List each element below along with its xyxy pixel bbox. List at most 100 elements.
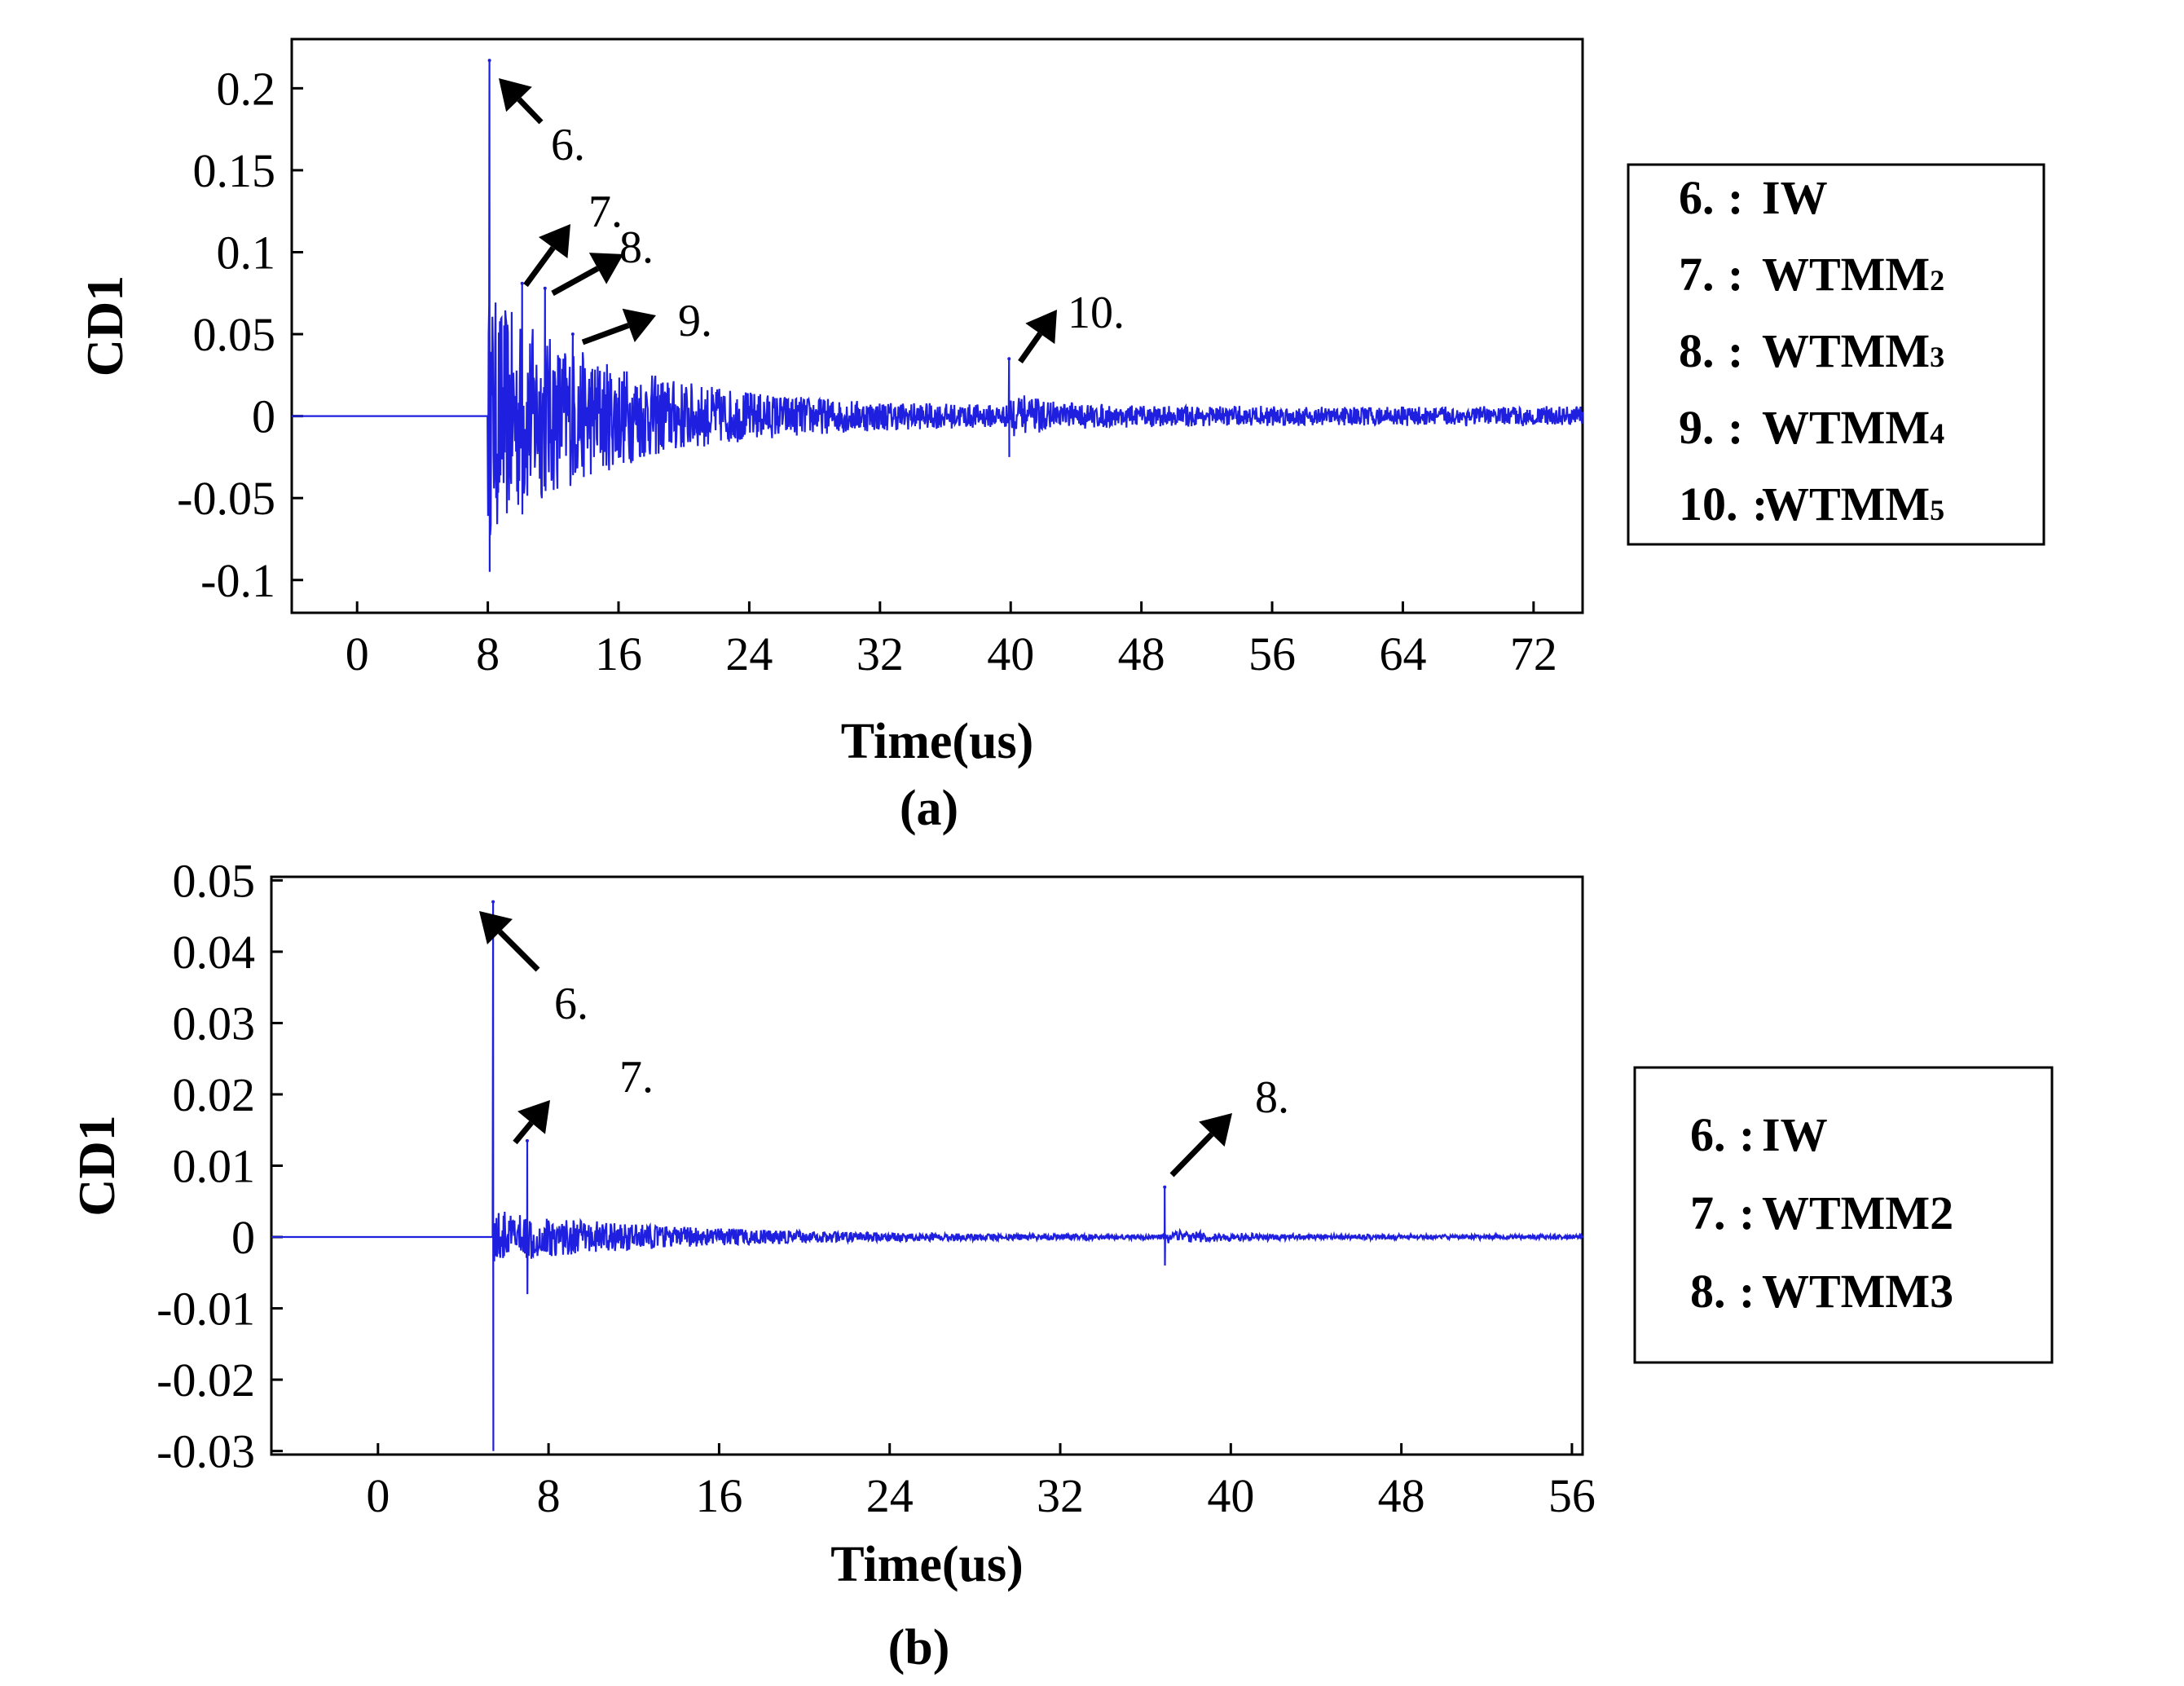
- x-tick-label: 32: [856, 627, 904, 680]
- x-tick-label: 72: [1510, 627, 1557, 680]
- legend-key: 7.: [1690, 1186, 1726, 1239]
- legend-text-main: WTMM: [1762, 401, 1930, 454]
- annotation-arrow-shaft: [551, 266, 600, 297]
- peak-annotation-label: 8.: [619, 222, 654, 273]
- annotation-arrow-head: [538, 224, 570, 259]
- legend-text-main: IW: [1762, 171, 1828, 224]
- x-tick-label: 56: [1248, 627, 1296, 680]
- chart-panel-b: -0.03 -0.02 -0.01 0 0.01 0.02 0.03 0.04 0.05 0 8 16…: [68, 854, 2054, 1675]
- peak-point: [491, 900, 495, 904]
- annotation-arrow-shaft: [497, 929, 540, 972]
- legend-text: WTMM5: [1762, 478, 1944, 530]
- x-tick-label: 0: [366, 1469, 390, 1522]
- x-tick-label: 8: [537, 1469, 561, 1522]
- x-tick-label: 48: [1118, 627, 1165, 680]
- y-tick-label: 0: [252, 390, 275, 443]
- legend-key: 8.: [1690, 1265, 1726, 1318]
- x-tick-label: 16: [695, 1469, 742, 1522]
- legend-text-main: IW: [1762, 1108, 1828, 1161]
- peak-annotation-label: 6.: [554, 979, 588, 1029]
- signal-trace-line: [292, 60, 1584, 572]
- y-tick-label: 0.1: [217, 226, 276, 279]
- peak-annotation-label: 9.: [678, 296, 712, 346]
- y-axis-label: CD1: [68, 1115, 125, 1216]
- x-tick-label: 56: [1548, 1469, 1596, 1522]
- annotation-arrow-shaft: [513, 1120, 534, 1145]
- legend-key: 6.: [1679, 171, 1715, 224]
- panel-caption: (b): [888, 1620, 950, 1675]
- annotation-arrow-shaft: [517, 97, 544, 125]
- y-tick-label: -0.03: [156, 1425, 255, 1478]
- legend-colon: :: [1728, 401, 1743, 454]
- x-tick-label: 0: [346, 627, 369, 680]
- legend-text-main: WTMM: [1762, 248, 1930, 301]
- peak-point: [520, 281, 524, 285]
- x-tick-label: 64: [1379, 627, 1426, 680]
- legend-text: IW: [1762, 171, 1828, 224]
- legend-colon: :: [1728, 171, 1743, 224]
- annotation-arrow-shaft: [1018, 332, 1043, 364]
- legend-key: 9.: [1679, 401, 1715, 454]
- annotation-arrow-head: [622, 308, 656, 343]
- peak-annotation-label: 8.: [1255, 1072, 1289, 1123]
- legend-box: [1633, 1066, 2054, 1364]
- legend-text: WTMM3: [1762, 324, 1944, 377]
- peak-point: [525, 1138, 529, 1142]
- x-axis-label: Time(us): [841, 714, 1034, 769]
- legend-key: 6.: [1690, 1108, 1726, 1161]
- peak-point: [543, 286, 547, 290]
- legend-text: WTMM2: [1762, 1186, 1953, 1239]
- legend-text: IW: [1762, 1108, 1828, 1161]
- signal-trace-line: [271, 901, 1584, 1451]
- annotation-arrow-shaft: [581, 323, 630, 346]
- legend-key: 8.: [1679, 324, 1715, 377]
- annotation-arrow-shaft: [523, 245, 556, 288]
- y-axis-label: CD1: [76, 275, 134, 376]
- legend-text-subscript: 4: [1930, 417, 1944, 450]
- x-tick-label: 16: [595, 627, 642, 680]
- legend-text-main: WTMM2: [1762, 1186, 1953, 1239]
- peak-annotation-label: 7.: [619, 1052, 654, 1103]
- y-tick-label: -0.02: [156, 1354, 255, 1406]
- y-tick-label: 0.02: [173, 1068, 256, 1121]
- panel-caption: (a): [900, 781, 958, 836]
- legend-text-subscript: 2: [1930, 264, 1944, 297]
- legend-colon: :: [1739, 1108, 1755, 1161]
- legend-text-main: WTMM: [1762, 324, 1930, 377]
- annotation-arrow-head: [479, 911, 513, 945]
- legend-text: WTMM2: [1762, 248, 1944, 301]
- y-tick-label: 0.01: [173, 1140, 256, 1193]
- legend-colon: :: [1739, 1265, 1755, 1318]
- annotation-arrow-head: [517, 1100, 550, 1134]
- x-tick-label: 24: [725, 627, 773, 680]
- legend-text: WTMM3: [1762, 1265, 1953, 1318]
- peak-annotation-label: 10.: [1068, 288, 1125, 338]
- legend-key: 10.: [1679, 478, 1738, 530]
- legend-text-main: WTMM: [1762, 478, 1930, 530]
- peak-annotation-label: 6.: [551, 120, 585, 170]
- annotation-arrow-head: [588, 253, 623, 284]
- peak-point: [1163, 1185, 1167, 1189]
- plot-area-frame: [270, 875, 1584, 1456]
- y-tick-label: 0.05: [173, 854, 256, 907]
- x-tick-label: 24: [866, 1469, 914, 1522]
- legend-colon: :: [1752, 478, 1768, 530]
- x-tick-label: 48: [1378, 1469, 1425, 1522]
- y-tick-label: 0.15: [193, 144, 276, 197]
- legend-colon: :: [1728, 248, 1743, 301]
- y-tick-label: -0.05: [177, 472, 275, 525]
- plot-area-frame: [290, 37, 1584, 614]
- legend-box: [1627, 163, 2045, 546]
- annotation-arrow-head: [1199, 1113, 1232, 1147]
- x-tick-label: 32: [1037, 1469, 1084, 1522]
- legend-text: WTMM4: [1762, 401, 1944, 454]
- y-tick-label: 0.2: [217, 62, 276, 115]
- x-tick-label: 40: [987, 627, 1034, 680]
- peak-point: [1007, 357, 1011, 361]
- y-tick-label: -0.1: [200, 554, 275, 607]
- legend-text-main: WTMM3: [1762, 1265, 1953, 1318]
- legend-text-subscript: 5: [1930, 494, 1944, 526]
- annotation-arrow-head: [499, 78, 532, 112]
- y-tick-label: -0.01: [156, 1283, 255, 1336]
